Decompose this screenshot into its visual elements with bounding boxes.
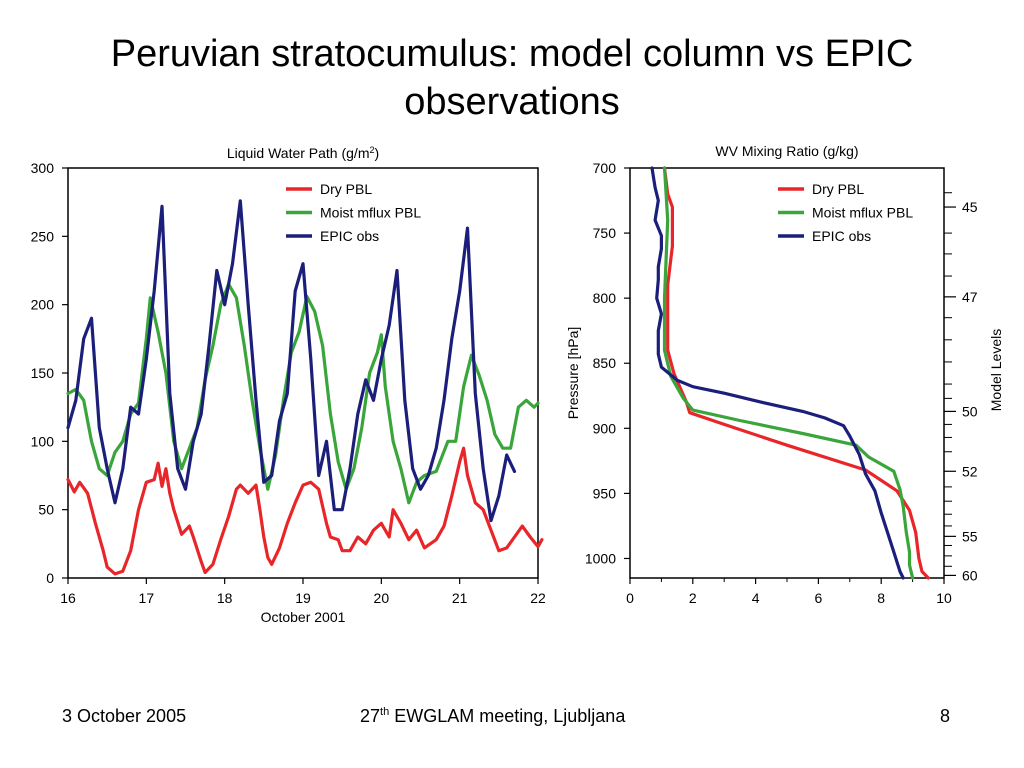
lwp-legend: Dry PBL Moist mflux PBL EPIC obs (286, 181, 421, 244)
lwp-y-tick-label: 200 (31, 297, 55, 313)
wv-model-levels-axis: 45 47 50 52 55 60 (944, 192, 978, 583)
wv-series-line-epic-obs (650, 166, 905, 580)
wv-right-axis-label: Model Levels (988, 329, 1004, 412)
lwp-x-tick-label: 18 (217, 590, 233, 606)
wv-x-tick-label: 4 (752, 590, 760, 606)
lwp-legend-label: EPIC obs (320, 228, 379, 244)
wv-legend: Dry PBL Moist mflux PBL EPIC obs (778, 181, 913, 244)
lwp-x-tick-label: 19 (295, 590, 311, 606)
lwp-y-tick-label: 250 (31, 228, 55, 244)
wv-y-tick-label: 850 (593, 355, 617, 371)
footer-meeting-text: EWGLAM meeting, Ljubljana (389, 706, 626, 726)
wv-x-tick-label: 6 (815, 590, 823, 606)
lwp-y-tick-label: 100 (31, 433, 55, 449)
lwp-x-tick-label: 22 (530, 590, 546, 606)
wv-x-axis: 0 2 4 6 8 10 (626, 578, 952, 606)
lwp-y-tick-label: 300 (31, 160, 55, 176)
footer-meeting: 27th EWGLAM meeting, Ljubljana (360, 706, 625, 727)
lwp-series-line-dry-pbl (66, 446, 544, 576)
lwp-legend-label: Moist mflux PBL (320, 205, 421, 221)
footer-meeting-ordinal: 27 (360, 706, 381, 726)
footer-meeting-sup: th (380, 706, 390, 718)
wv-x-tick-label: 2 (689, 590, 697, 606)
lwp-series-line-epic-obs (66, 199, 517, 523)
lwp-chart-title: Liquid Water Path (g/m2) (227, 145, 379, 161)
lwp-legend-label: Dry PBL (320, 181, 372, 197)
wv-y-tick-label: 950 (593, 485, 617, 501)
lwp-x-tick-label: 20 (374, 590, 390, 606)
wv-model-level-label: 55 (962, 528, 978, 544)
lwp-x-axis: 16 17 18 19 20 21 22 (60, 578, 546, 606)
wv-legend-label: EPIC obs (812, 228, 871, 244)
wv-series-line-dry-pbl (662, 166, 930, 580)
lwp-y-axis: 0 50 100 150 200 250 300 (31, 160, 68, 586)
wv-x-tick-label: 0 (626, 590, 634, 606)
slide-title: Peruvian stratocumulus: model column vs … (60, 30, 964, 126)
lwp-x-tick-label: 21 (452, 590, 468, 606)
lwp-y-tick-label: 0 (46, 570, 54, 586)
slide-title-line-2: observations (404, 81, 620, 123)
lwp-y-tick-label: 150 (31, 365, 55, 381)
lwp-y-tick-label: 50 (38, 502, 54, 518)
wv-y-tick-label: 900 (593, 420, 617, 436)
lwp-series-line-moist-mflux-pbl (66, 282, 540, 505)
wv-model-level-label: 50 (962, 403, 978, 419)
slide-title-line-1: Peruvian stratocumulus: model column vs … (110, 33, 914, 75)
wv-legend-label: Dry PBL (812, 181, 864, 197)
lwp-series-lines (66, 199, 544, 576)
wv-y-tick-label: 800 (593, 290, 617, 306)
wv-chart-title: WV Mixing Ratio (g/kg) (715, 143, 858, 159)
liquid-water-path-chart: Liquid Water Path (g/m2) 16 17 18 19 20 21 22 … (31, 145, 546, 625)
wv-y-axis: 700 750 800 850 900 950 1000 (585, 160, 630, 566)
wv-plot-frame (629, 167, 945, 579)
wv-legend-label: Moist mflux PBL (812, 205, 913, 221)
wv-model-level-label: 45 (962, 199, 978, 215)
footer-date: 3 October 2005 (62, 706, 187, 726)
wv-y-axis-label: Pressure [hPa] (565, 327, 581, 420)
wv-model-level-label: 47 (962, 289, 978, 305)
wv-x-tick-label: 10 (936, 590, 952, 606)
page-number: 8 (940, 706, 951, 726)
wv-mixing-ratio-chart: WV Mixing Ratio (g/kg) 0 2 4 6 8 10 700 750 800… (565, 143, 1004, 606)
wv-series-line-moist-mflux-pbl (662, 166, 915, 580)
wv-y-tick-label: 750 (593, 225, 617, 241)
wv-y-tick-label: 700 (593, 160, 617, 176)
wv-series-lines (650, 166, 930, 580)
wv-model-level-label: 52 (962, 463, 978, 479)
wv-y-tick-label: 1000 (585, 550, 616, 566)
lwp-x-tick-label: 17 (139, 590, 155, 606)
lwp-x-axis-label: October 2001 (261, 609, 346, 625)
wv-x-tick-label: 8 (877, 590, 885, 606)
lwp-x-tick-label: 16 (60, 590, 76, 606)
wv-model-level-label: 60 (962, 567, 978, 583)
